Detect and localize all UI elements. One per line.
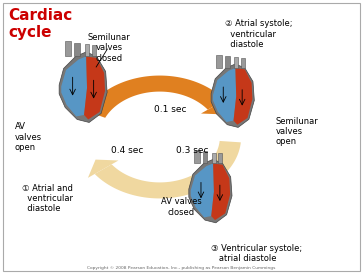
- Text: 0.4 sec: 0.4 sec: [111, 146, 143, 155]
- Text: ③ Ventricular systole;
   atrial diastole: ③ Ventricular systole; atrial diastole: [211, 244, 302, 263]
- Polygon shape: [211, 64, 254, 127]
- Text: AV
valves
open: AV valves open: [15, 122, 42, 152]
- Polygon shape: [213, 68, 236, 122]
- FancyBboxPatch shape: [216, 55, 222, 68]
- Text: 0.1 sec: 0.1 sec: [154, 105, 187, 114]
- FancyBboxPatch shape: [225, 56, 230, 68]
- FancyBboxPatch shape: [234, 57, 238, 68]
- FancyBboxPatch shape: [219, 153, 223, 163]
- Polygon shape: [95, 141, 241, 198]
- Polygon shape: [61, 56, 87, 116]
- Polygon shape: [201, 96, 232, 115]
- FancyBboxPatch shape: [241, 58, 245, 68]
- Text: Cardiac
cycle: Cardiac cycle: [8, 8, 72, 40]
- Text: AV valves
closed: AV valves closed: [161, 197, 202, 217]
- Polygon shape: [86, 76, 225, 118]
- FancyBboxPatch shape: [74, 43, 80, 56]
- FancyBboxPatch shape: [212, 153, 216, 163]
- Polygon shape: [59, 52, 107, 122]
- FancyBboxPatch shape: [85, 44, 89, 56]
- Polygon shape: [191, 163, 214, 217]
- Text: Copyright © 2008 Pearson Education, Inc., publishing as Pearson Benjamin Cumming: Copyright © 2008 Pearson Education, Inc.…: [87, 266, 276, 270]
- Polygon shape: [189, 159, 232, 223]
- Polygon shape: [211, 163, 230, 220]
- Polygon shape: [84, 56, 105, 119]
- FancyBboxPatch shape: [65, 41, 72, 56]
- FancyBboxPatch shape: [194, 150, 200, 163]
- Text: Semilunar
valves
open: Semilunar valves open: [276, 117, 319, 146]
- Text: ② Atrial systole;
  ventricular
  diastole: ② Atrial systole; ventricular diastole: [225, 19, 293, 49]
- Polygon shape: [233, 68, 252, 125]
- Text: ① Atrial and
  ventricular
  diastole: ① Atrial and ventricular diastole: [22, 184, 73, 213]
- Text: 0.3 sec: 0.3 sec: [176, 146, 209, 155]
- Text: Semilunar
valves
closed: Semilunar valves closed: [87, 33, 130, 63]
- FancyBboxPatch shape: [92, 45, 97, 56]
- FancyBboxPatch shape: [203, 151, 207, 163]
- Polygon shape: [88, 159, 118, 178]
